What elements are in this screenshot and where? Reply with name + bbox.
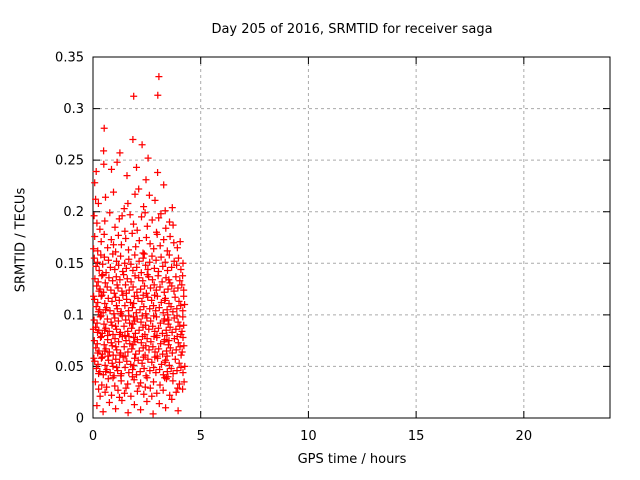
plot-border [92, 56, 611, 419]
y-axis-label: SRMTID / TECUs [13, 187, 29, 293]
y-tick-label: 0.35 [55, 51, 84, 66]
y-tick-label: 0.3 [63, 102, 84, 117]
x-tick-label: 5 [197, 429, 205, 444]
y-tick-label: 0.05 [55, 360, 84, 375]
x-tick-label: 20 [516, 429, 533, 444]
chart-title: Day 205 of 2016, SRMTID for receiver sag… [211, 22, 493, 37]
gridlines [93, 57, 610, 418]
y-tick-label: 0.2 [63, 205, 84, 220]
y-tick-label: 0.1 [63, 308, 84, 323]
x-axis-label: GPS time / hours [297, 452, 407, 467]
data-points [89, 73, 189, 418]
y-tick-label: 0.15 [55, 257, 84, 272]
x-tick-label: 10 [300, 429, 317, 444]
x-tick-label: 0 [89, 429, 97, 444]
x-tick-label: 15 [408, 429, 425, 444]
y-tick-label: 0 [76, 412, 84, 427]
y-tick-label: 0.25 [55, 154, 84, 169]
